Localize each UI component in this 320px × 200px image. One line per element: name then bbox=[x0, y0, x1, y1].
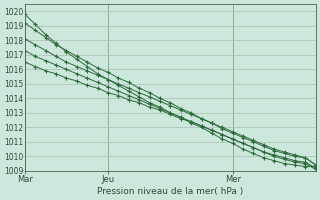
X-axis label: Pression niveau de la mer( hPa ): Pression niveau de la mer( hPa ) bbox=[97, 187, 244, 196]
